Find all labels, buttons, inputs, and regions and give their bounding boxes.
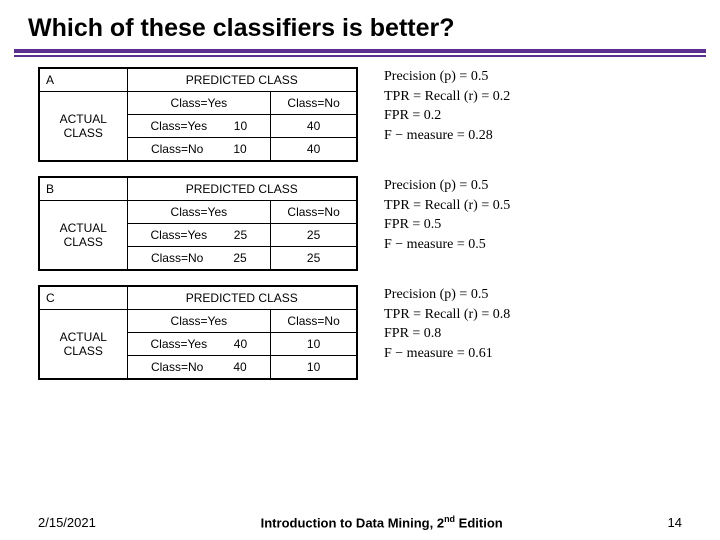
col-yes-header: Class=Yes bbox=[127, 92, 271, 115]
cell: 25 bbox=[271, 224, 357, 247]
metrics-a: Precision (p) = 0.5 TPR = Recall (r) = 0… bbox=[384, 67, 510, 145]
cell: 25 bbox=[271, 247, 357, 271]
metrics-b: Precision (p) = 0.5 TPR = Recall (r) = 0… bbox=[384, 176, 510, 254]
footer-date: 2/15/2021 bbox=[38, 515, 96, 530]
col-no-header: Class=No bbox=[271, 201, 357, 224]
col-no-header: Class=No bbox=[271, 310, 357, 333]
predicted-header: PREDICTED CLASS bbox=[127, 286, 357, 310]
cell: Class=No 40 bbox=[127, 356, 271, 380]
cell: Class=Yes 10 bbox=[127, 115, 271, 138]
content-area: A PREDICTED CLASS ACTUAL CLASS Class=Yes… bbox=[0, 67, 720, 380]
metrics-c: Precision (p) = 0.5 TPR = Recall (r) = 0… bbox=[384, 285, 510, 363]
metric-line: FPR = 0.8 bbox=[384, 324, 510, 344]
table-id-c: C bbox=[39, 286, 127, 310]
metric-line: F − measure = 0.61 bbox=[384, 344, 510, 364]
footer: 2/15/2021 Introduction to Data Mining, 2… bbox=[0, 514, 720, 530]
confusion-table-a: A PREDICTED CLASS ACTUAL CLASS Class=Yes… bbox=[38, 67, 358, 162]
predicted-header: PREDICTED CLASS bbox=[127, 177, 357, 201]
actual-header: ACTUAL CLASS bbox=[39, 92, 127, 162]
col-yes-header: Class=Yes bbox=[127, 201, 271, 224]
cell: 40 bbox=[271, 138, 357, 162]
cell: Class=Yes 25 bbox=[127, 224, 271, 247]
cell: 40 bbox=[271, 115, 357, 138]
metric-line: F − measure = 0.28 bbox=[384, 126, 510, 146]
footer-page-number: 14 bbox=[668, 515, 682, 530]
metric-line: Precision (p) = 0.5 bbox=[384, 176, 510, 196]
cell: 10 bbox=[271, 356, 357, 380]
title-underline bbox=[14, 49, 706, 57]
confusion-table-b: B PREDICTED CLASS ACTUAL CLASS Class=Yes… bbox=[38, 176, 358, 271]
classifier-row-c: C PREDICTED CLASS ACTUAL CLASS Class=Yes… bbox=[38, 285, 720, 380]
metric-line: Precision (p) = 0.5 bbox=[384, 67, 510, 87]
actual-header: ACTUAL CLASS bbox=[39, 310, 127, 380]
metric-line: FPR = 0.2 bbox=[384, 106, 510, 126]
metric-line: TPR = Recall (r) = 0.2 bbox=[384, 87, 510, 107]
classifier-row-a: A PREDICTED CLASS ACTUAL CLASS Class=Yes… bbox=[38, 67, 720, 162]
metric-line: Precision (p) = 0.5 bbox=[384, 285, 510, 305]
metric-line: FPR = 0.5 bbox=[384, 215, 510, 235]
cell: Class=Yes 40 bbox=[127, 333, 271, 356]
predicted-header: PREDICTED CLASS bbox=[127, 68, 357, 92]
table-id-a: A bbox=[39, 68, 127, 92]
col-no-header: Class=No bbox=[271, 92, 357, 115]
confusion-table-c: C PREDICTED CLASS ACTUAL CLASS Class=Yes… bbox=[38, 285, 358, 380]
actual-header: ACTUAL CLASS bbox=[39, 201, 127, 271]
classifier-row-b: B PREDICTED CLASS ACTUAL CLASS Class=Yes… bbox=[38, 176, 720, 271]
metric-line: TPR = Recall (r) = 0.5 bbox=[384, 196, 510, 216]
metric-line: TPR = Recall (r) = 0.8 bbox=[384, 305, 510, 325]
cell: Class=No 25 bbox=[127, 247, 271, 271]
cell: 10 bbox=[271, 333, 357, 356]
page-title: Which of these classifiers is better? bbox=[0, 0, 720, 49]
cell: Class=No 10 bbox=[127, 138, 271, 162]
col-yes-header: Class=Yes bbox=[127, 310, 271, 333]
metric-line: F − measure = 0.5 bbox=[384, 235, 510, 255]
table-id-b: B bbox=[39, 177, 127, 201]
footer-title: Introduction to Data Mining, 2nd Edition bbox=[261, 514, 503, 530]
